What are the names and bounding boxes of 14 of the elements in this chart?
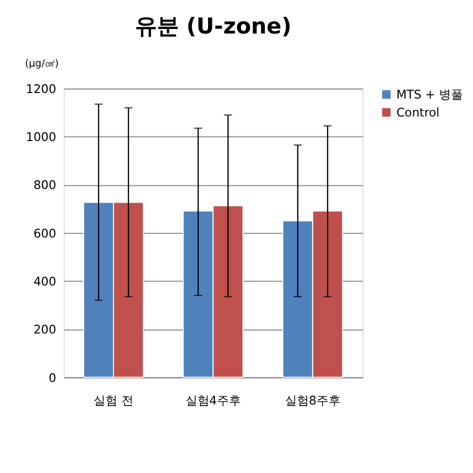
y-axis-title: (μg/㎠) xyxy=(24,58,59,70)
y-tick-label: 1200 xyxy=(26,82,56,96)
y-tick-label: 1000 xyxy=(26,130,56,144)
legend-label: MTS + 병풀 xyxy=(396,87,464,102)
x-tick-label: 실험4주후 xyxy=(185,394,241,408)
x-tick-label: 실험 전 xyxy=(94,394,134,408)
y-tick-label: 400 xyxy=(33,274,56,289)
chart-title: 유분 (U-zone) xyxy=(134,14,292,40)
y-tick-label: 600 xyxy=(33,226,56,240)
y-tick-label: 0 xyxy=(48,370,56,385)
y-tick-label: 200 xyxy=(33,322,56,337)
y-tick-label: 800 xyxy=(33,178,56,192)
x-tick-label: 실험8주후 xyxy=(284,394,340,408)
legend-label: Control xyxy=(396,105,440,120)
